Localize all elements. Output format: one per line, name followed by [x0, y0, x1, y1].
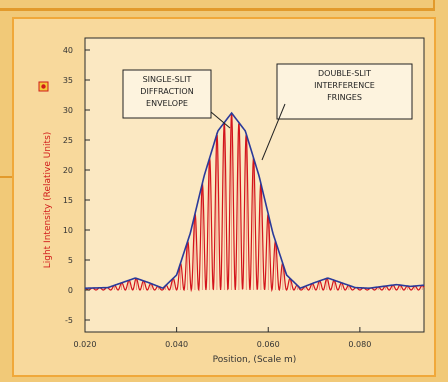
callout-box: [122, 69, 212, 119]
y-tick-label: 0: [68, 286, 73, 295]
callout-text: INTERFERENCE: [314, 81, 375, 90]
legend-marker-dot: [41, 84, 46, 89]
y-tick-label: 30: [63, 106, 73, 115]
x-axis-label: Position, (Scale m): [213, 355, 297, 365]
callout-box: [276, 63, 413, 120]
callout-text: DIFFRACTION: [140, 87, 193, 96]
y-tick-label: -5: [65, 316, 73, 325]
callout-leader: [210, 111, 231, 129]
callout-leader: [261, 103, 286, 161]
y-tick-label: 15: [63, 196, 73, 205]
callout-text: ENVELOPE: [146, 99, 188, 108]
envelope-curve: [84, 111, 425, 290]
envelope-series: [84, 111, 425, 290]
y-tick-label: 40: [63, 46, 73, 55]
y-axis-label: Light Intensity (Relative Units): [43, 132, 53, 269]
fringe-series: [84, 113, 425, 293]
legend-marker: [38, 81, 49, 92]
x-axis-ticks: 0.020 0.040 0.060 0.080: [74, 327, 371, 349]
x-tick-label: 0.060: [257, 340, 280, 349]
y-tick-label: 35: [63, 76, 73, 85]
y-tick-label: 10: [63, 226, 73, 235]
callout-text: SINGLE-SLIT: [143, 75, 192, 84]
x-tick-label: 0.020: [74, 340, 97, 349]
y-tick-label: 25: [63, 136, 73, 145]
y-tick-label: 5: [68, 256, 73, 265]
callout-text: FRINGES: [327, 93, 362, 102]
callouts: SINGLE-SLIT DIFFRACTION ENVELOPE DOUBLE-SLI…: [122, 63, 413, 161]
y-tick-label: 20: [63, 166, 73, 175]
callout-text: DOUBLE-SLIT: [318, 69, 371, 78]
frame-top-border: [0, 8, 433, 11]
y-axis-ticks: 40 35 30 25 20 15 10 5 0 -5: [63, 46, 90, 325]
fringe-curve: [84, 113, 425, 293]
x-tick-label: 0.040: [165, 340, 188, 349]
frame-side-border: [433, 0, 435, 11]
x-tick-label: 0.080: [348, 340, 371, 349]
